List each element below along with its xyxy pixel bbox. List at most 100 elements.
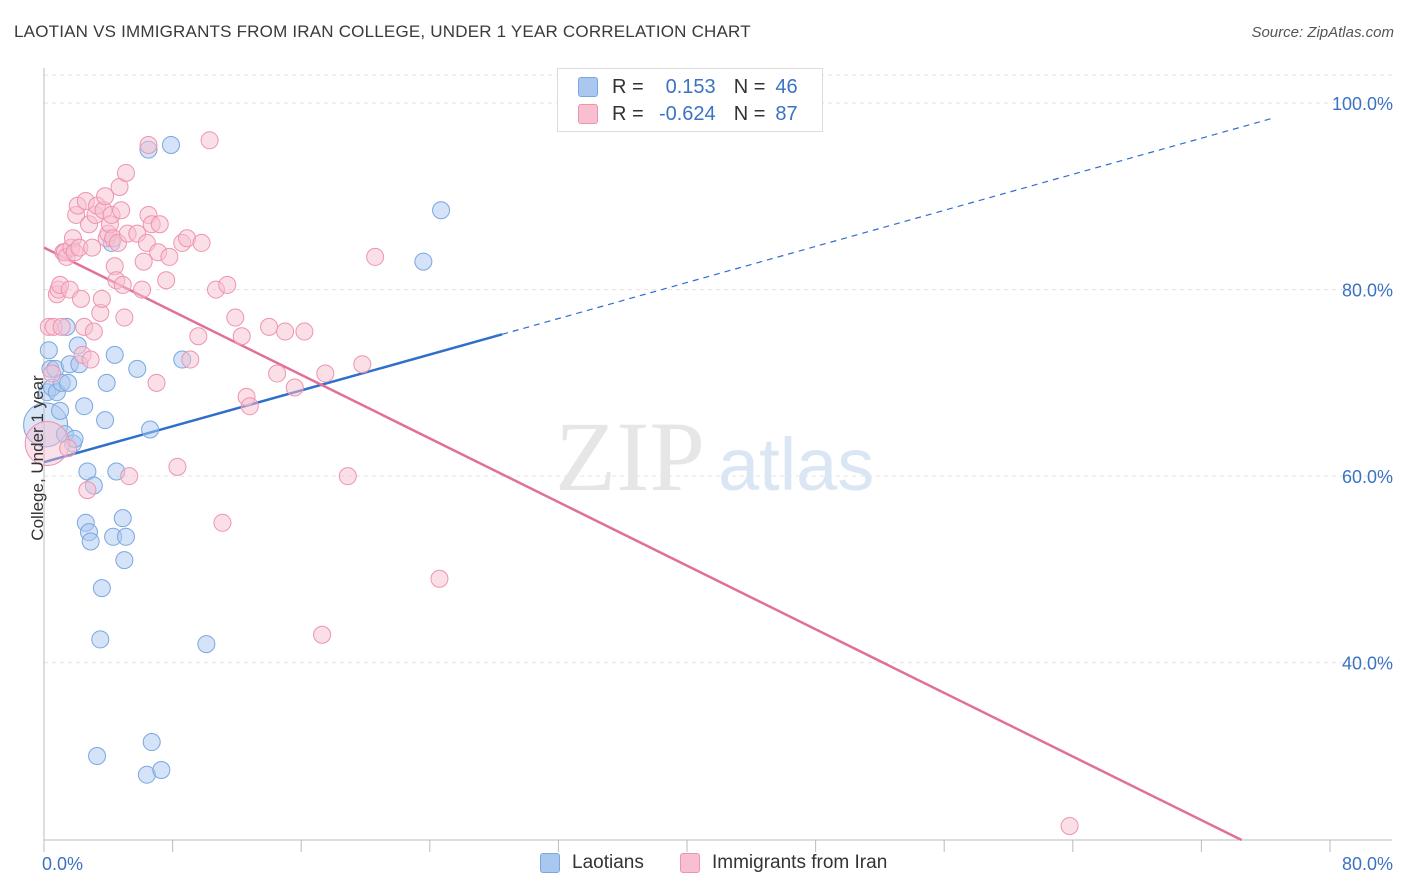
iran-point	[115, 308, 134, 327]
iran-point	[285, 378, 304, 397]
iran-point	[150, 215, 169, 234]
iran-point	[366, 247, 385, 266]
legend-r-value: 0.153	[665, 75, 716, 98]
series-legend-label: Laotians	[572, 852, 644, 873]
trend-lines	[43, 117, 1274, 842]
axes	[43, 68, 1392, 852]
iran-point	[59, 439, 78, 458]
laotians-point	[96, 411, 115, 430]
iran-point	[192, 233, 211, 252]
iran-point	[213, 513, 232, 532]
x-tick-label: 0.0%	[42, 854, 83, 874]
legend-r-label: R =	[612, 75, 644, 98]
iran-point	[316, 364, 335, 383]
chart-source: Source: ZipAtlas.com	[1251, 24, 1394, 41]
iran-point	[157, 271, 176, 290]
iran-point	[81, 350, 100, 369]
y-axis-label: College, Under 1 year	[28, 375, 47, 541]
series-legend-iran[interactable]: Immigrants from Iran	[680, 852, 887, 874]
laotians-point	[116, 527, 135, 546]
iran-point	[1060, 817, 1079, 836]
watermark-zip: ZIP	[555, 401, 705, 512]
iran-point	[232, 327, 251, 346]
laotians-point	[59, 373, 78, 392]
iran-point	[134, 252, 153, 271]
iran-point	[92, 289, 111, 308]
iran-point	[313, 625, 332, 644]
legend-n-label: N =	[733, 102, 766, 125]
iran-point	[338, 467, 357, 486]
series-legend-label: Immigrants from Iran	[712, 852, 888, 873]
chart-title: LAOTIAN VS IMMIGRANTS FROM IRAN COLLEGE,…	[14, 22, 751, 41]
legend-row-iran: R = -0.624 N = 87	[578, 102, 798, 126]
laotians-point	[414, 252, 433, 271]
tick-labels: 40.0% 60.0% 80.0% 100.0% 0.0% 80.0%	[42, 94, 1393, 874]
legend-n-value: 87	[775, 102, 798, 125]
iran-point	[83, 238, 102, 257]
laotians-trend-line	[43, 333, 503, 464]
iran-trend-line	[43, 246, 1243, 842]
legend-swatch-laotians	[578, 77, 598, 97]
legend-n-value: 46	[775, 75, 798, 98]
laotians-point	[51, 401, 70, 420]
iran-point	[43, 364, 62, 383]
legend-n-label: N =	[733, 75, 766, 98]
laotians-point	[81, 532, 100, 551]
iran-point	[181, 350, 200, 369]
legend-swatch-iran	[578, 104, 598, 124]
data-points	[23, 131, 1079, 836]
laotians-point	[113, 509, 132, 528]
grid-lines	[44, 74, 1392, 664]
iran-point	[96, 187, 115, 206]
legend-r-label: R =	[612, 102, 644, 125]
y-tick-label: 40.0%	[1342, 654, 1393, 674]
iran-point	[353, 355, 372, 374]
iran-point	[133, 280, 152, 299]
iran-point	[240, 397, 259, 416]
iran-point	[52, 317, 71, 336]
legend-swatch-iran	[680, 853, 700, 873]
laotians-trend-extension	[501, 117, 1274, 335]
legend-swatch-laotians	[540, 853, 560, 873]
iran-point	[112, 201, 131, 220]
iran-point	[226, 308, 245, 327]
y-tick-label: 60.0%	[1342, 467, 1393, 487]
laotians-point	[128, 359, 147, 378]
y-tick-label: 100.0%	[1332, 94, 1393, 114]
iran-point	[113, 275, 132, 294]
laotians-point	[432, 201, 451, 220]
laotians-point	[115, 551, 134, 570]
iran-point	[71, 289, 90, 308]
iran-point	[120, 467, 139, 486]
iran-point	[268, 364, 287, 383]
laotians-point	[91, 630, 110, 649]
iran-point	[139, 135, 158, 154]
laotians-point	[92, 579, 111, 598]
y-tick-label: 80.0%	[1342, 281, 1393, 301]
iran-point	[160, 247, 179, 266]
iran-point	[218, 275, 237, 294]
watermark: ZIP atlas	[555, 401, 874, 512]
watermark-atlas: atlas	[718, 423, 874, 506]
iran-point	[116, 163, 135, 182]
series-legend: Laotians Immigrants from Iran	[0, 852, 1406, 876]
x-tick-label: 80.0%	[1342, 854, 1393, 874]
iran-point	[295, 322, 314, 341]
laotians-point	[105, 345, 124, 364]
laotians-point	[141, 420, 160, 439]
iran-point	[260, 317, 279, 336]
legend-row-laotians: R = 0.153 N = 46	[578, 75, 798, 99]
laotians-point	[142, 733, 161, 752]
laotians-point	[161, 135, 180, 154]
iran-point	[430, 569, 449, 588]
series-legend-laotians[interactable]: Laotians	[540, 852, 644, 874]
iran-point	[84, 322, 103, 341]
iran-point	[168, 457, 187, 476]
laotians-point	[97, 373, 116, 392]
iran-point	[200, 131, 219, 150]
laotians-point	[75, 397, 94, 416]
laotians-point	[39, 341, 58, 360]
laotians-point	[197, 635, 216, 654]
laotians-point	[152, 761, 171, 780]
